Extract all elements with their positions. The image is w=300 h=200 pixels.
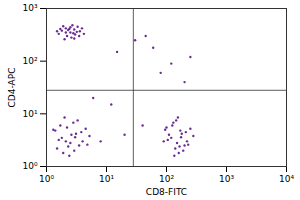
svg-text:10³: 10³ <box>219 174 234 184</box>
svg-text:10²: 10² <box>159 174 174 184</box>
svg-text:10⁰: 10⁰ <box>22 161 37 171</box>
svg-text:CD4-APC: CD4-APC <box>7 68 17 108</box>
svg-text:10¹: 10¹ <box>99 174 114 184</box>
svg-text:10²: 10² <box>22 56 37 66</box>
svg-text:10⁴: 10⁴ <box>279 174 294 184</box>
svg-text:10⁰: 10⁰ <box>39 174 54 184</box>
svg-text:10¹: 10¹ <box>22 109 37 119</box>
svg-text:CD8-FITC: CD8-FITC <box>146 187 187 197</box>
svg-text:10³: 10³ <box>22 3 37 13</box>
